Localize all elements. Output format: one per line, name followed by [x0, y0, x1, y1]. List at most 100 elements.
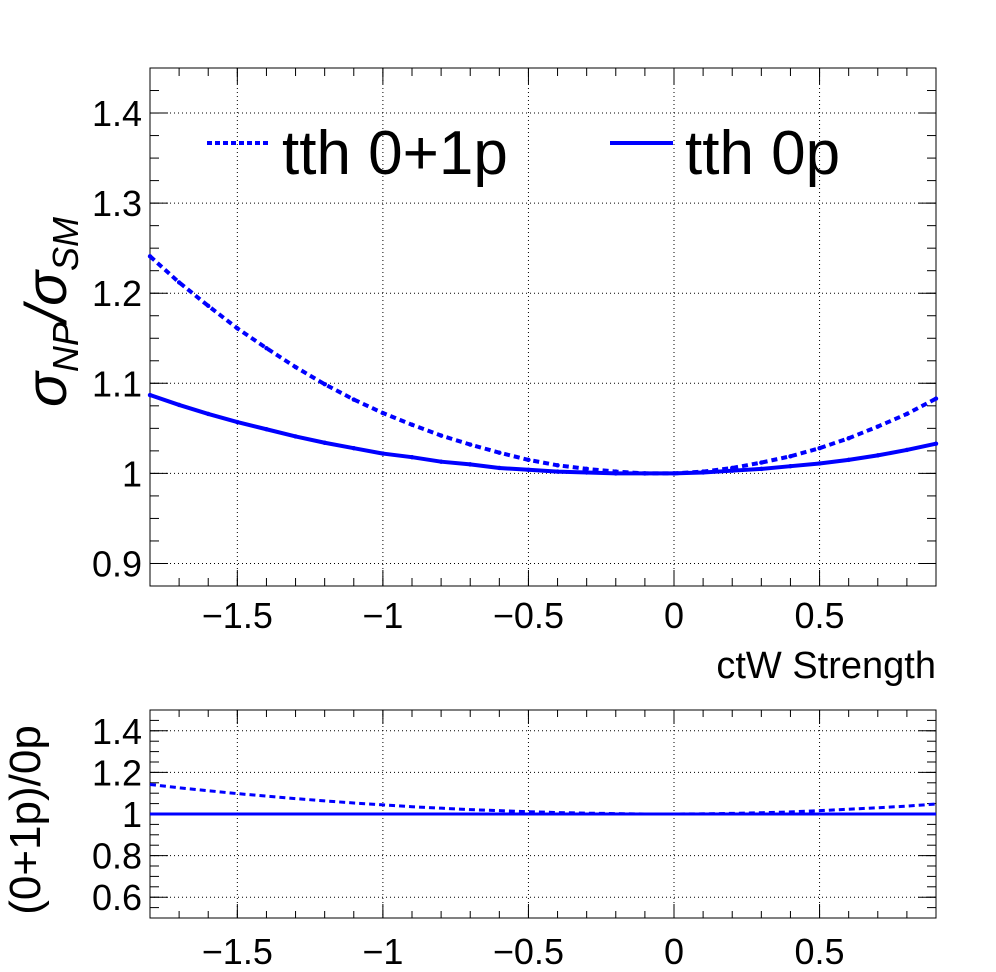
series-point — [235, 326, 240, 331]
ratio-y-axis-label-group: (0+1p)/0p — [1, 725, 50, 915]
y-label-sub-sm: SM — [45, 217, 86, 271]
series-point — [526, 467, 531, 472]
series-line-dotted — [148, 254, 937, 476]
ratio-plot-panel: −1.5 −1 −0.5 0 0.5 0.60.811.21.4 (0+1p)/0p — [1, 709, 937, 972]
y-tick-label: 1 — [122, 453, 142, 494]
series-point — [235, 419, 240, 425]
y-tick-label: 0.8 — [92, 836, 142, 877]
series-point — [846, 457, 851, 463]
series-point — [555, 469, 560, 474]
series-point — [875, 453, 880, 458]
legend-label-tth-0-1p: tth 0+1p — [282, 119, 508, 188]
series-point — [206, 303, 211, 309]
series-point — [351, 397, 356, 402]
series-point — [380, 410, 386, 416]
series-point — [817, 461, 822, 466]
series-point — [468, 462, 473, 467]
x-tick-label: −0.5 — [493, 595, 564, 636]
series-point — [904, 447, 910, 453]
series-point — [642, 471, 648, 476]
legend-label-tth-0p: tth 0p — [685, 119, 840, 188]
y-tick-label: 1 — [122, 794, 142, 835]
y-tick-label: 0.6 — [92, 877, 142, 918]
series-point — [176, 280, 182, 285]
series-point — [380, 451, 386, 456]
legend: tth 0+1p tth 0p — [207, 119, 840, 188]
series-point — [933, 396, 939, 401]
x-tick-label: 0.5 — [795, 931, 845, 972]
series-point — [555, 463, 560, 468]
series-point — [759, 466, 764, 472]
x-tick-label: −1 — [362, 595, 403, 636]
series-point — [788, 463, 793, 469]
series-point — [293, 364, 298, 370]
series-line-solid — [149, 393, 937, 476]
series-point — [584, 466, 589, 472]
series-point — [497, 465, 502, 471]
series-point — [438, 459, 444, 464]
series-point — [788, 454, 793, 459]
main-plot-frame — [149, 67, 937, 587]
series-point — [293, 434, 298, 439]
main-y-tick-labels: 0.9 1 1.1 1.2 1.3 1.4 — [92, 93, 142, 584]
series-point — [526, 457, 531, 463]
svg-text:σNP/σSM: σNP/σSM — [14, 217, 86, 407]
series-line-dotted — [149, 782, 937, 816]
y-tick-label: 1.2 — [92, 273, 142, 314]
series-point — [904, 411, 910, 417]
y-tick-label: 0.9 — [92, 543, 142, 584]
x-tick-label: 0 — [664, 595, 684, 636]
main-plot-panel: −1.5 −1 −0.5 0 0.5 0.9 1 1.1 1.2 1.3 1.4 tth 0+1p… — [14, 67, 939, 687]
series-point — [613, 471, 618, 476]
x-tick-label: 0 — [664, 931, 684, 972]
y-tick-label: 1.2 — [92, 752, 142, 793]
series-point — [875, 424, 880, 429]
series-point — [409, 422, 415, 427]
series-point — [933, 441, 939, 446]
series-point — [730, 468, 735, 473]
main-plot-grid — [150, 68, 936, 586]
ratio-plot-ticks — [149, 709, 937, 919]
main-x-tick-labels: −1.5 −1 −0.5 0 0.5 — [202, 595, 845, 636]
x-tick-label: −1.5 — [202, 595, 273, 636]
series-point — [264, 427, 269, 432]
series-point — [147, 254, 153, 259]
y-tick-label: 1.4 — [92, 711, 142, 752]
series-point — [351, 445, 356, 451]
series-point — [759, 460, 764, 465]
series-point — [322, 440, 327, 445]
series-point — [147, 392, 153, 398]
y-label-sigma: σ — [14, 370, 79, 407]
y-label-sep: /σ — [14, 269, 79, 326]
ratio-plot-series — [149, 782, 937, 816]
main-plot-ticks — [149, 67, 937, 587]
series-point — [206, 411, 211, 417]
y-tick-label: 1.3 — [92, 183, 142, 224]
series-point — [176, 402, 182, 408]
series-point — [322, 382, 327, 387]
ratio-x-tick-labels: −1.5 −1 −0.5 0 0.5 — [202, 931, 845, 972]
main-plot-series — [147, 254, 939, 476]
series-point — [700, 470, 706, 475]
series-point — [584, 470, 589, 475]
ratio-y-tick-labels: 0.60.811.21.4 — [92, 711, 142, 918]
series-point — [846, 436, 851, 441]
ratio-y-axis-label: (0+1p)/0p — [1, 725, 50, 915]
x-tick-label: −1.5 — [202, 931, 273, 972]
series-point — [438, 433, 444, 438]
y-tick-label: 1.1 — [92, 363, 142, 404]
y-label-sub-np: NP — [45, 322, 86, 372]
series-point — [468, 442, 473, 447]
x-tick-label: 0.5 — [795, 595, 845, 636]
x-tick-label: −0.5 — [493, 931, 564, 972]
series-point — [264, 345, 269, 351]
series-point — [409, 454, 415, 460]
y-tick-label: 1.4 — [92, 93, 142, 134]
series-point — [671, 471, 677, 476]
series-point — [497, 450, 502, 455]
series-point — [817, 445, 822, 451]
x-tick-label: −1 — [362, 931, 403, 972]
main-x-axis-label: ctW Strength — [716, 645, 936, 687]
main-y-axis-label: σNP/σSM — [14, 217, 86, 407]
